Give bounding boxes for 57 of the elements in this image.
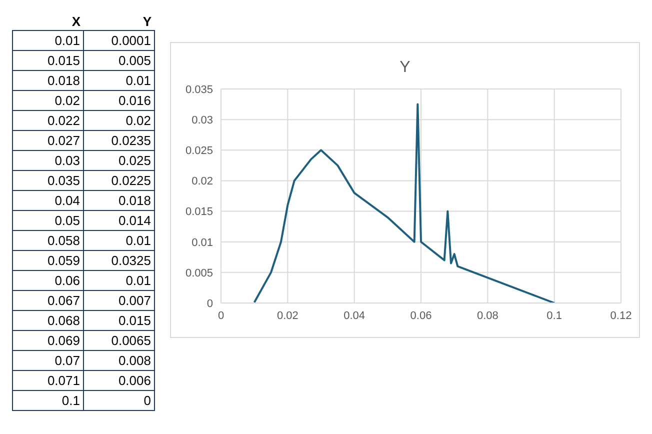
text: 0.071 [12,370,84,390]
y-tick-label: 0.015 [185,206,213,218]
x-tick-label: 0 [218,310,224,322]
text: 0.014 [84,210,154,230]
y-tick-label: 0.01 [192,236,213,249]
text: 0.067 [12,290,84,310]
text: 0.018 [12,70,84,90]
chart-title: Y [398,59,412,78]
text: 0.07 [12,350,84,370]
text: 0.0065 [84,330,154,350]
text: X [70,12,82,30]
y-tick-label: 0.035 [185,84,213,96]
line-series [253,103,556,303]
text: 0.005 [84,50,154,70]
y-tick-label: 0 [206,298,213,310]
text: 0.04 [12,190,84,210]
text: 0.01 [84,230,154,250]
y-tick-label: 0.03 [192,114,213,126]
text: 0.05 [12,210,84,230]
text: 0.06 [12,270,84,290]
text: 0.018 [84,190,154,210]
x-tick-label: 0.06 [410,310,432,322]
text: 0.02 [84,110,154,130]
text: 0.1 [12,390,84,410]
y-tick-label: 0.005 [185,267,213,280]
x-tick-label: 0.08 [476,310,498,322]
text: 0.02 [12,90,84,110]
text: 0.01 [84,70,154,90]
text: 0.01 [84,270,154,290]
text: 0.035 [12,170,84,190]
text: 0.0235 [84,130,154,150]
text: 0.016 [84,90,154,110]
x-tick-label: 0.12 [610,310,632,322]
text: 0.015 [84,310,154,330]
text: 0.069 [12,330,84,350]
x-tick-label: 0.04 [344,310,366,322]
text: 0.0001 [84,30,154,50]
text: 0.0325 [84,250,154,270]
y-tick-label: 0.02 [192,176,213,188]
text: 0.068 [12,310,84,330]
text: 0.007 [84,290,154,310]
y-tick-label: 0.025 [185,145,213,158]
text: 0.058 [12,230,84,250]
text: 0.027 [12,130,84,150]
text: 0.025 [84,150,154,170]
x-tick-label: 0.02 [276,310,298,322]
text: 0.022 [12,110,84,130]
text: 0.03 [12,150,84,170]
text: 0.008 [84,350,154,370]
text: 0 [84,390,154,410]
text: 0.059 [12,250,84,270]
x-tick-label: 0.1 [546,310,562,322]
text: 0.0225 [84,170,154,190]
text: 0.015 [12,50,84,70]
text: 0.006 [84,370,154,390]
text: 0.01 [12,30,84,50]
text: Y [142,12,152,30]
